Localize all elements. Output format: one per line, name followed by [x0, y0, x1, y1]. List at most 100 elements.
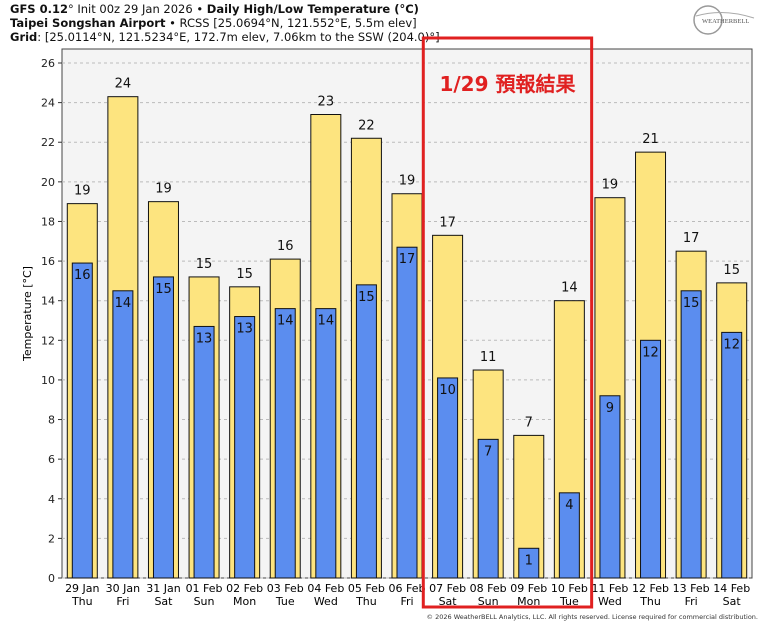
x-tick-label: 03 Feb	[267, 582, 304, 595]
x-tick-label: 31 Jan	[146, 582, 180, 595]
x-tick-label: 13 Feb	[673, 582, 710, 595]
high-label: 17	[439, 215, 456, 230]
y-tick-label: 12	[41, 334, 55, 347]
high-label: 23	[318, 95, 335, 110]
low-label: 15	[683, 296, 700, 311]
grid-label: Grid	[10, 30, 38, 44]
x-weekday-label: Sun	[194, 595, 215, 608]
x-weekday-label: Wed	[598, 595, 622, 608]
x-weekday-label: Tue	[559, 595, 579, 608]
high-label: 19	[155, 182, 172, 197]
low-label: 7	[484, 444, 492, 459]
low-bar	[234, 316, 256, 579]
x-weekday-label: Sun	[478, 595, 499, 608]
x-weekday-label: Thu	[639, 595, 661, 608]
high-label: 24	[115, 77, 132, 92]
x-tick-label: 05 Feb	[348, 582, 385, 595]
weatherbell-logo: WEATHERBELL	[693, 5, 755, 35]
x-weekday-label: Tue	[275, 595, 295, 608]
y-tick-label: 18	[41, 215, 55, 228]
low-label: 13	[236, 322, 253, 337]
svg-text:WEATHERBELL: WEATHERBELL	[702, 18, 749, 25]
x-tick-label: 12 Feb	[632, 582, 669, 595]
high-label: 14	[561, 281, 578, 296]
low-label: 15	[155, 282, 172, 297]
x-tick-label: 04 Feb	[307, 582, 344, 595]
y-tick-label: 14	[41, 295, 55, 308]
low-label: 10	[439, 383, 456, 398]
low-bar	[274, 308, 296, 579]
low-bar	[558, 492, 580, 579]
low-bar	[112, 290, 134, 579]
low-bar	[315, 308, 337, 579]
x-tick-label: 07 Feb	[429, 582, 466, 595]
high-label: 19	[399, 174, 416, 189]
x-weekday-label: Sat	[723, 595, 742, 608]
high-label: 15	[236, 267, 253, 282]
chart-header: GFS 0.12° Init 00z 29 Jan 2026 • Daily H…	[10, 2, 440, 44]
low-bar	[71, 262, 93, 579]
x-tick-label: 11 Feb	[591, 582, 628, 595]
low-bar	[599, 395, 621, 579]
low-label: 4	[565, 498, 573, 513]
x-tick-label: 30 Jan	[106, 582, 140, 595]
low-bar	[193, 325, 215, 579]
annotation-box	[421, 36, 594, 609]
high-label: 15	[196, 257, 213, 272]
low-label: 1	[525, 553, 533, 568]
x-weekday-label: Thu	[355, 595, 377, 608]
low-bar	[640, 339, 662, 579]
high-label: 22	[358, 118, 375, 133]
annotation-text: 1/29 預報結果	[439, 72, 575, 96]
low-label: 14	[277, 314, 294, 329]
model-name: GFS 0.12	[10, 2, 68, 16]
high-label: 11	[480, 350, 497, 365]
y-tick-label: 10	[41, 374, 55, 387]
low-label: 14	[115, 296, 132, 311]
y-tick-label: 2	[48, 532, 55, 545]
low-bar	[721, 331, 743, 579]
y-tick-label: 22	[41, 136, 55, 149]
low-bar	[518, 547, 540, 579]
y-tick-label: 16	[41, 255, 55, 268]
x-tick-label: 08 Feb	[470, 582, 507, 595]
high-label: 21	[642, 132, 659, 147]
y-tick-label: 26	[41, 57, 55, 70]
x-tick-label: 01 Feb	[186, 582, 223, 595]
high-label: 17	[683, 231, 700, 246]
x-weekday-label: Sat	[439, 595, 458, 608]
low-bar	[396, 246, 418, 579]
y-tick-label: 6	[48, 453, 55, 466]
chart-title: Daily High/Low Temperature (°C)	[206, 2, 419, 16]
high-label: 16	[277, 239, 294, 254]
low-label: 15	[358, 290, 375, 305]
station-info: • RCSS [25.0694°N, 121.552°E, 5.5m elev]	[165, 16, 417, 30]
x-tick-label: 14 Feb	[713, 582, 750, 595]
low-label: 17	[399, 252, 416, 267]
x-tick-label: 29 Jan	[65, 582, 99, 595]
x-tick-label: 06 Feb	[389, 582, 426, 595]
low-label: 14	[318, 314, 335, 329]
y-tick-label: 20	[41, 176, 55, 189]
x-tick-label: 09 Feb	[510, 582, 547, 595]
station-name: Taipei Songshan Airport	[10, 16, 166, 30]
y-tick-label: 24	[41, 97, 55, 110]
init-time: ° Init 00z 29 Jan 2026 •	[67, 2, 207, 16]
low-bar	[477, 438, 499, 579]
x-weekday-label: Mon	[517, 595, 540, 608]
high-label: 15	[723, 263, 740, 278]
x-tick-label: 02 Feb	[226, 582, 263, 595]
y-tick-label: 0	[48, 572, 55, 585]
copyright: © 2026 WeatherBELL Analytics, LLC. All r…	[426, 613, 758, 621]
low-label: 12	[642, 345, 659, 360]
y-tick-label: 4	[48, 493, 55, 506]
low-label: 9	[606, 401, 614, 416]
x-weekday-label: Fri	[685, 595, 698, 608]
x-weekday-label: Wed	[314, 595, 338, 608]
high-label: 7	[525, 415, 533, 430]
x-weekday-label: Mon	[233, 595, 256, 608]
low-bar	[680, 290, 702, 579]
y-axis-label: Temperature [°C]	[21, 266, 34, 362]
high-label: 19	[74, 184, 91, 199]
grid-info: : [25.0114°N, 121.5234°E, 172.7m elev, 7…	[37, 30, 440, 44]
